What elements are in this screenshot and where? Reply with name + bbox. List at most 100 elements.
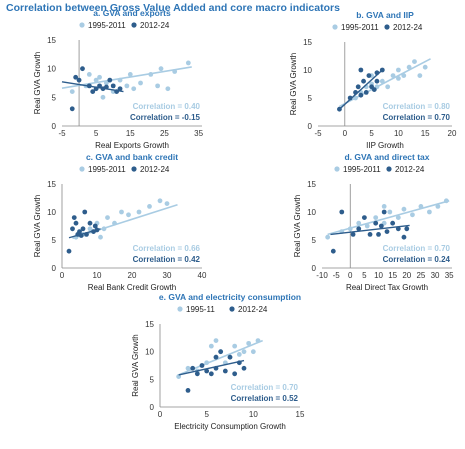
data-point <box>80 66 85 72</box>
data-point <box>110 83 116 89</box>
data-point <box>87 220 93 226</box>
x-tick-label: 20 <box>402 271 411 280</box>
data-point <box>395 215 401 221</box>
y-tick-label: 0 <box>52 264 57 273</box>
data-point <box>236 352 242 357</box>
correlation-series-2: Correlation = 0.52 <box>231 394 299 403</box>
x-tick-label: 20 <box>448 129 457 138</box>
trend-line <box>339 58 431 108</box>
data-point <box>401 234 407 240</box>
x-tick-label: 10 <box>93 271 102 280</box>
x-tick-label: 5 <box>94 129 99 138</box>
data-point <box>373 220 379 226</box>
data-point <box>76 77 82 83</box>
series-2 <box>178 349 247 393</box>
trend-line <box>68 228 101 239</box>
x-tick-label: 35 <box>445 271 454 280</box>
data-point <box>381 209 387 215</box>
data-point <box>410 212 415 218</box>
y-tick-label: 0 <box>52 122 57 131</box>
data-point <box>363 90 369 95</box>
data-point <box>356 220 362 226</box>
correlation-series-2: Correlation = -0.15 <box>130 113 201 122</box>
data-point <box>73 220 79 226</box>
y-tick-label: 15 <box>47 36 56 45</box>
panel-title: e. GVA and electricity consumption <box>159 292 301 302</box>
data-point <box>71 215 77 221</box>
y-tick-label: 10 <box>145 348 154 357</box>
x-tick-label: 15 <box>296 410 305 419</box>
y-tick-label: 15 <box>47 180 56 189</box>
data-point <box>176 374 182 379</box>
data-point <box>165 86 171 92</box>
trend-line <box>61 81 124 93</box>
y-tick-label: 0 <box>312 264 317 273</box>
legend-marker-series-2 <box>229 306 235 312</box>
x-tick-label: 20 <box>128 271 137 280</box>
x-tick-label: 25 <box>416 271 425 280</box>
y-tick-label: 15 <box>145 320 154 329</box>
y-axis-label: Real GVA Growth <box>33 52 42 115</box>
data-point <box>92 223 98 229</box>
data-point <box>158 66 164 72</box>
x-tick-label: -5 <box>314 129 322 138</box>
data-point <box>356 226 362 232</box>
data-point <box>185 365 191 371</box>
data-point <box>422 64 428 70</box>
x-tick-label: 0 <box>158 410 163 419</box>
trend-line <box>327 200 450 236</box>
data-point <box>138 80 143 86</box>
data-point <box>404 226 410 232</box>
series-1 <box>325 198 450 240</box>
y-tick-label: 0 <box>150 403 155 412</box>
data-point <box>77 229 82 235</box>
x-axis-label: Real Bank Credit Growth <box>88 283 176 292</box>
series-2 <box>61 66 124 112</box>
y-axis-label: Real GVA Growth <box>289 53 298 116</box>
data-point <box>350 232 356 237</box>
data-point <box>241 349 247 355</box>
data-point <box>69 89 75 94</box>
x-tick-label: 5 <box>204 410 209 419</box>
correlation-series-2: Correlation = 0.70 <box>383 113 451 122</box>
x-tick-label: 40 <box>198 271 207 280</box>
data-point <box>93 77 99 83</box>
data-point <box>127 72 133 77</box>
data-point <box>361 215 367 221</box>
x-tick-label: -5 <box>333 271 341 280</box>
correlation-series-1: Correlation = 0.70 <box>383 244 451 253</box>
x-tick-label: 30 <box>431 271 440 280</box>
x-tick-label: 25 <box>160 129 169 138</box>
x-tick-label: 0 <box>348 271 353 280</box>
data-point <box>246 340 252 346</box>
figure-title: Correlation between Gross Value Added an… <box>6 2 340 14</box>
data-point <box>379 78 385 84</box>
panel-title: d. GVA and direct tax <box>344 152 429 162</box>
data-point <box>227 354 233 360</box>
data-point <box>374 78 380 84</box>
data-point <box>412 59 417 64</box>
legend-label-series-2: 2012-24 <box>140 21 170 30</box>
x-axis-label: Electricity Consumption Growth <box>174 422 286 431</box>
y-tick-label: 5 <box>52 236 57 245</box>
data-point <box>124 83 130 89</box>
trend-line <box>338 69 383 110</box>
data-point <box>218 349 224 355</box>
x-tick-label: 0 <box>60 271 65 280</box>
legend-marker-series-1 <box>79 22 85 28</box>
panel-c: c. GVA and bank credit 1995-2011 2012-24 0 1… <box>33 152 207 292</box>
data-point <box>395 226 401 232</box>
data-point <box>208 371 214 377</box>
data-point <box>190 365 196 371</box>
data-point <box>90 89 96 94</box>
panel-d: d. GVA and direct tax 1995-2011 2012-24 -10… <box>293 152 454 292</box>
x-tick-label: -5 <box>58 129 66 138</box>
correlation-series-1: Correlation = 0.70 <box>231 383 299 392</box>
data-point <box>80 226 86 232</box>
series-2 <box>337 67 385 112</box>
x-tick-label: 0 <box>343 129 348 138</box>
series-1 <box>339 58 431 108</box>
correlation-series-2: Correlation = 0.42 <box>133 255 201 264</box>
data-point <box>366 73 372 78</box>
data-point <box>387 209 393 215</box>
